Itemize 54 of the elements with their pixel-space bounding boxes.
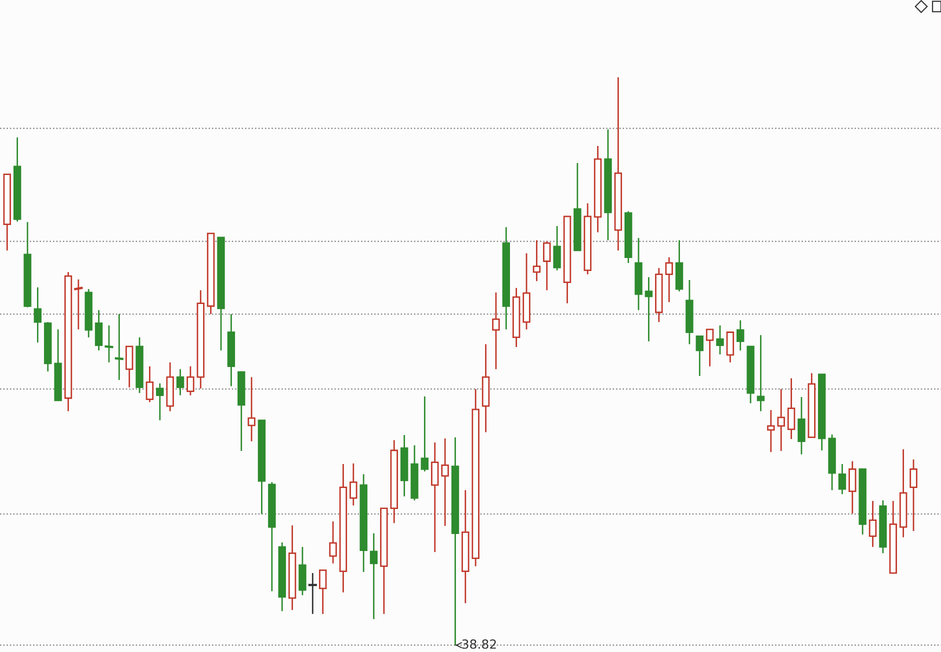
candlestick <box>553 225 561 272</box>
candlestick <box>339 463 348 594</box>
candlestick <box>614 76 622 252</box>
candlestick <box>441 438 449 527</box>
candlestick <box>472 388 480 567</box>
candlestick <box>400 434 408 498</box>
candlestick <box>899 448 908 538</box>
candlestick <box>34 286 42 344</box>
candlestick <box>350 462 358 506</box>
candlestick <box>848 460 856 514</box>
candlestick <box>227 313 236 387</box>
candlestick <box>767 409 775 453</box>
candlestick <box>114 313 124 381</box>
candlestick <box>248 376 256 442</box>
candlestick <box>634 237 642 311</box>
candlestick <box>370 532 378 620</box>
candlestick <box>431 442 439 553</box>
candlestick <box>156 382 164 421</box>
candlestick <box>84 288 92 338</box>
candlestick <box>532 240 541 282</box>
candlestick <box>686 279 694 345</box>
candlestick <box>594 145 602 233</box>
candlestick <box>644 276 653 342</box>
candlestick <box>492 292 500 370</box>
candlestick <box>74 278 83 330</box>
candlestick <box>288 524 296 611</box>
candlestick <box>482 343 490 433</box>
candlestick <box>502 226 510 330</box>
candlestick <box>777 388 785 452</box>
candlestick <box>868 500 877 548</box>
candlestick <box>787 378 796 440</box>
candlestick <box>94 309 103 352</box>
candlestick <box>838 463 846 495</box>
candlestick <box>390 439 398 524</box>
candlestick <box>176 368 184 396</box>
candlestick <box>268 481 276 592</box>
candlestick <box>910 458 918 532</box>
candlestick <box>512 287 520 348</box>
candlestick <box>104 324 114 364</box>
annotation: 38.82 <box>462 639 496 649</box>
candlestick <box>186 366 194 396</box>
candlestick <box>64 271 72 412</box>
candlestick <box>655 267 663 323</box>
candlestick <box>604 128 612 241</box>
candlestick <box>308 572 317 615</box>
candlestick <box>736 320 744 352</box>
candlestick <box>756 334 765 412</box>
candlestick <box>360 474 368 573</box>
candlestick <box>196 290 204 390</box>
candlestick <box>798 396 806 456</box>
candlestick <box>665 256 673 303</box>
candlestick <box>584 202 592 276</box>
candlestick <box>716 324 724 356</box>
candlestick <box>462 489 470 604</box>
